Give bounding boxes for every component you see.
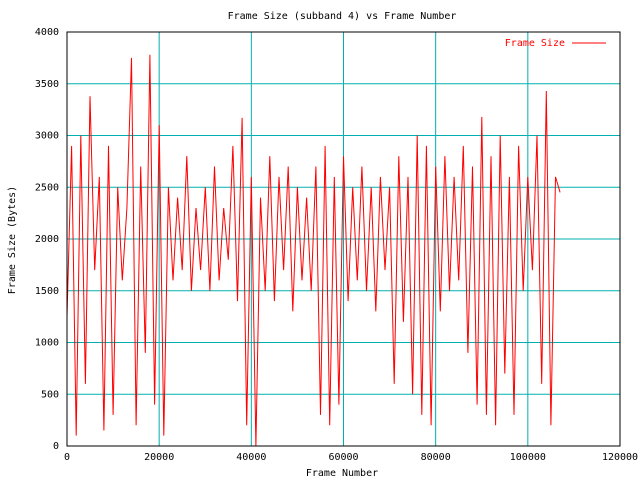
y-tick-label: 3500 bbox=[35, 79, 59, 90]
y-tick-label: 500 bbox=[41, 389, 59, 400]
data-line bbox=[66, 54, 561, 447]
y-tick-label: 2000 bbox=[35, 234, 59, 245]
x-tick-label: 120000 bbox=[602, 452, 638, 463]
x-tick-label: 0 bbox=[64, 452, 70, 463]
y-tick-label: 4000 bbox=[35, 27, 59, 38]
y-axis-label: Frame Size (Bytes) bbox=[7, 186, 18, 294]
x-tick-label: 80000 bbox=[421, 452, 451, 463]
y-tick-label: 2500 bbox=[35, 182, 59, 193]
y-tick-label: 0 bbox=[53, 441, 59, 452]
y-tick-label: 3000 bbox=[35, 131, 59, 142]
chart-title: Frame Size (subband 4) vs Frame Number bbox=[228, 11, 457, 22]
plot-border bbox=[66, 31, 621, 447]
x-tick-label: 20000 bbox=[144, 452, 174, 463]
legend-label: Frame Size bbox=[505, 38, 565, 49]
y-tick-label: 1000 bbox=[35, 338, 59, 349]
x-tick-label: 100000 bbox=[510, 452, 546, 463]
x-tick-label: 40000 bbox=[236, 452, 266, 463]
y-tick-label: 1500 bbox=[35, 286, 59, 297]
x-axis-label: Frame Number bbox=[306, 468, 378, 479]
x-tick-label: 60000 bbox=[328, 452, 358, 463]
